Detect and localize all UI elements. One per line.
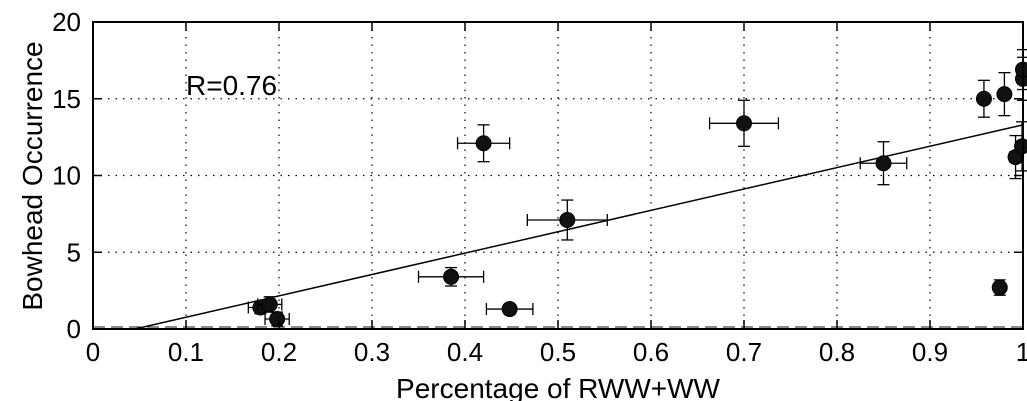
point-marker [559, 212, 576, 229]
point-marker [736, 115, 752, 132]
data-point [417, 266, 485, 287]
x-tick-label: 0 [86, 337, 100, 367]
x-axis-ticks: 0 0.1 0.2 0.3 0.4 0.5 0.6 0.7 0.8 0.9 1 [86, 22, 1027, 367]
point-marker [261, 296, 278, 313]
point-marker [475, 135, 492, 152]
x-tick-label: 0.6 [633, 337, 669, 367]
data-point [456, 124, 511, 163]
data-point [526, 199, 608, 241]
point-marker [975, 90, 992, 107]
x-tick-label: 0.4 [447, 337, 483, 367]
x-tick-label: 0.7 [726, 337, 762, 367]
data-point [996, 72, 1013, 117]
x-tick-label: 0.2 [261, 337, 297, 367]
x-tick-label: 0.1 [168, 337, 204, 367]
x-tick-label: 0.3 [354, 337, 390, 367]
data-point [975, 79, 992, 118]
y-tick-label: 20 [52, 7, 81, 37]
point-marker [501, 301, 518, 318]
point-marker [443, 268, 460, 285]
x-tick-label: 0.8 [819, 337, 855, 367]
y-axis-ticks: 0 5 10 15 20 [52, 7, 1023, 344]
y-tick-label: 10 [52, 161, 81, 191]
grid [93, 22, 1023, 329]
data-point [859, 141, 908, 186]
y-tick-label: 15 [52, 84, 81, 114]
point-marker [991, 279, 1008, 296]
x-axis-label: Percentage of RWW+WW [396, 373, 720, 401]
y-tick-label: 5 [67, 237, 81, 267]
x-tick-label: 1 [1016, 337, 1027, 367]
data-point [256, 296, 283, 313]
data-point [485, 301, 534, 318]
point-marker [996, 86, 1013, 103]
data-point [264, 311, 290, 328]
x-tick-label: 0.9 [912, 337, 948, 367]
regression-line [134, 124, 1024, 330]
y-tick-label: 0 [67, 314, 81, 344]
correlation-annotation: R=0.76 [186, 70, 277, 101]
data-point [991, 279, 1008, 296]
point-marker [269, 311, 286, 328]
regression-line-group [134, 124, 1024, 330]
point-marker [1015, 61, 1027, 78]
point-marker [875, 155, 892, 172]
point-marker [1014, 138, 1027, 155]
y-axis-label: Bowhead Occurrence [17, 41, 48, 310]
data-points [247, 48, 1027, 328]
data-point [708, 99, 780, 147]
x-tick-label: 0.5 [540, 337, 576, 367]
